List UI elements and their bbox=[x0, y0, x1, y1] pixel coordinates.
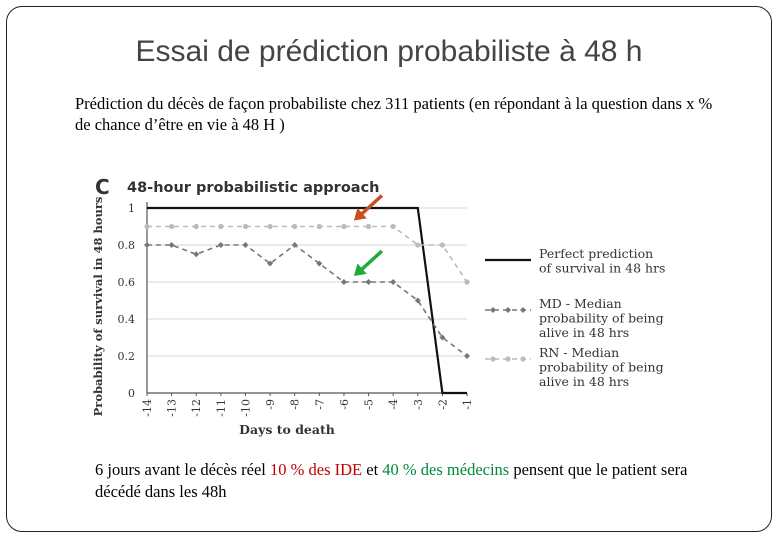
chart-series bbox=[144, 206, 470, 395]
y-tick-label: 0.8 bbox=[118, 239, 136, 252]
series-point-rn bbox=[415, 242, 421, 248]
y-tick-label: 0.4 bbox=[118, 313, 136, 326]
arrow-orange-head bbox=[353, 207, 367, 221]
x-tick-label: -1 bbox=[461, 399, 474, 410]
legend-label-line: MD - Median bbox=[539, 296, 622, 311]
legend-label-line: probability of being bbox=[539, 360, 664, 375]
legend-label-line: alive in 48 hrs bbox=[539, 325, 629, 340]
chart-title: 48-hour probabilistic approach bbox=[127, 180, 379, 196]
x-tick-label: -10 bbox=[239, 399, 252, 417]
series-line-0 bbox=[147, 206, 467, 395]
legend-label-line: alive in 48 hrs bbox=[539, 374, 629, 389]
series-point-md bbox=[291, 242, 298, 248]
x-tick-label: -3 bbox=[412, 399, 425, 410]
x-tick-label: -2 bbox=[436, 399, 449, 410]
series-point-md bbox=[316, 260, 323, 267]
legend-label-line: Perfect prediction bbox=[539, 246, 653, 261]
slide-title: Essai de prédiction probabiliste à 48 h bbox=[135, 35, 643, 68]
series-point-rn bbox=[464, 279, 470, 285]
legend-marker bbox=[520, 356, 526, 362]
series-point-md bbox=[439, 334, 446, 341]
chart-panel-letter: C bbox=[95, 175, 110, 199]
legend-label-line: of survival in 48 hrs bbox=[539, 261, 665, 276]
series-point-rn bbox=[341, 223, 347, 230]
series-point-md bbox=[193, 251, 200, 258]
series-point-rn bbox=[365, 223, 372, 230]
x-tick-label: -6 bbox=[338, 399, 351, 410]
series-point-rn bbox=[218, 223, 224, 230]
x-tick-label: -12 bbox=[190, 399, 203, 417]
series-point-rn bbox=[193, 223, 199, 230]
arrow-green-shaft bbox=[358, 249, 384, 273]
series-point-md bbox=[414, 297, 421, 304]
series-line-2 bbox=[147, 225, 468, 283]
series-point-md bbox=[365, 279, 372, 285]
series-point-md bbox=[340, 279, 347, 285]
caption-part2: et bbox=[362, 460, 383, 479]
y-tick-label: 1 bbox=[128, 202, 135, 215]
series-point-rn bbox=[169, 223, 175, 230]
x-tick-label: -14 bbox=[141, 399, 154, 417]
x-tick-label: -13 bbox=[166, 399, 179, 417]
series-point-rn bbox=[390, 223, 396, 230]
chart-text: C 48-hour probabilistic approach 0 0.2 0.4 0.… bbox=[91, 175, 474, 437]
legend-marker bbox=[505, 356, 511, 362]
chart-figure: Perfect prediction of survival in 48 hrs M… bbox=[87, 172, 707, 437]
slide-caption: 6 jours avant le décès réel 10 % des IDE… bbox=[95, 459, 695, 503]
x-tick-label: -9 bbox=[264, 399, 277, 410]
x-tick-label: -4 bbox=[387, 399, 400, 410]
series-point-md bbox=[390, 279, 397, 285]
chart-annotations bbox=[353, 194, 384, 276]
series-point-rn bbox=[242, 223, 249, 230]
x-axis-label: Days to death bbox=[239, 422, 335, 437]
x-tick-label: -11 bbox=[215, 399, 228, 417]
x-tick-label: -5 bbox=[363, 399, 376, 410]
legend-marker bbox=[490, 307, 496, 313]
x-tick-label: -7 bbox=[313, 399, 326, 410]
series-point-rn bbox=[267, 223, 273, 230]
series-point-md bbox=[168, 242, 175, 248]
slide-frame: Essai de prédiction probabiliste à 48 h … bbox=[6, 6, 772, 532]
y-axis-label: Probability of survival in 48 hours bbox=[91, 197, 105, 417]
legend-label-line: RN - Median bbox=[539, 345, 619, 360]
chart-axes bbox=[146, 202, 468, 396]
legend-marker bbox=[520, 307, 526, 313]
caption-part1: 6 jours avant le décès réel bbox=[95, 460, 271, 479]
series-line-1 bbox=[147, 243, 468, 357]
legend-marker bbox=[505, 307, 511, 313]
y-tick-label: 0.2 bbox=[118, 350, 136, 363]
arrow-orange-shaft bbox=[358, 194, 384, 217]
series-point-rn bbox=[292, 223, 298, 230]
y-tick-label: 0 bbox=[128, 387, 135, 400]
legend-marker bbox=[490, 356, 496, 362]
series-point-rn bbox=[316, 223, 322, 230]
legend-label-line: probability of being bbox=[539, 311, 664, 326]
x-tick-label: -8 bbox=[289, 399, 302, 410]
series-point-md bbox=[242, 242, 249, 248]
caption-part3: pensent que le patient sera décédé dans … bbox=[95, 460, 688, 501]
slide-subtitle: Prédiction du décès de façon probabilist… bbox=[75, 94, 713, 134]
series-point-rn bbox=[439, 242, 445, 248]
series-point-md bbox=[464, 353, 470, 359]
series-point-md bbox=[217, 242, 224, 248]
series-point-rn bbox=[144, 223, 150, 230]
series-point-md bbox=[144, 242, 150, 248]
y-tick-label: 0.6 bbox=[118, 276, 136, 289]
caption-nurses-highlight: 10 % des IDE bbox=[270, 460, 363, 479]
caption-doctors-highlight: 40 % des médecins bbox=[382, 460, 510, 479]
arrow-green-head bbox=[353, 263, 367, 276]
series-point-md bbox=[267, 260, 274, 267]
